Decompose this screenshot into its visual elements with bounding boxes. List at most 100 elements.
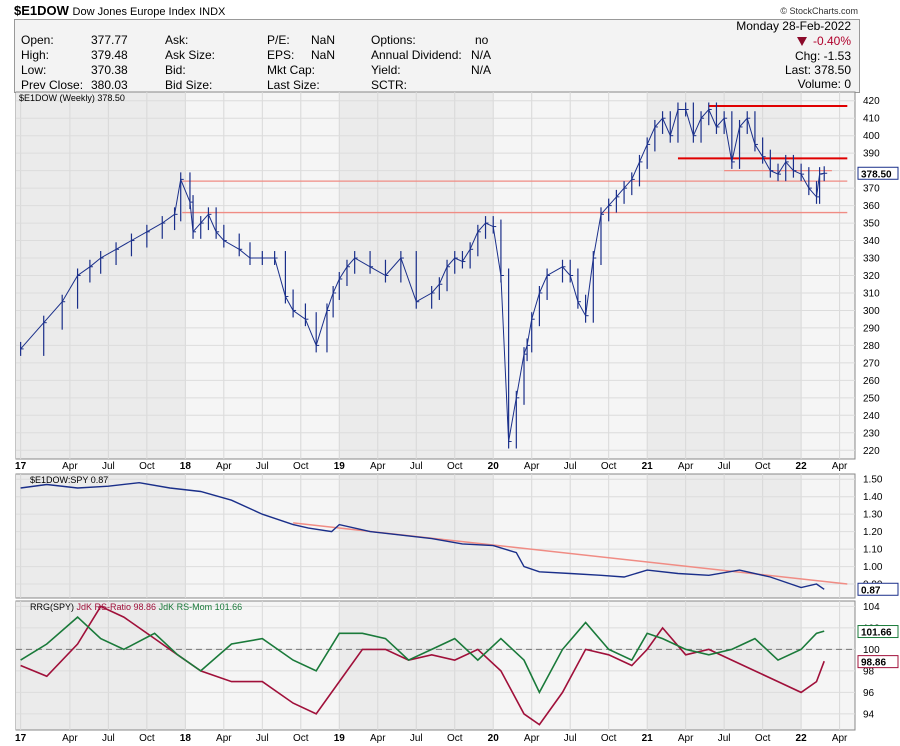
y-tick-label: 390 xyxy=(863,149,880,160)
y-tick-label: 400 xyxy=(863,131,880,142)
rrg-legend: RRG(SPY) JdK RS-Ratio 98.86 JdK RS-Mom 1… xyxy=(30,602,242,612)
prevclose-label: Prev Close: xyxy=(21,78,84,92)
y-tick-label: 280 xyxy=(863,341,880,352)
x-tick-label: Oct xyxy=(601,461,617,472)
change-value: Chg: -1.53 xyxy=(794,49,851,63)
annualdiv-value: N/A xyxy=(471,48,492,62)
rs-mom-last-label-box xyxy=(857,625,899,639)
quote-panel: Open: 377.77 High: 379.48 Low: 370.38 Pr… xyxy=(14,19,860,93)
rrg-title: RRG(SPY) xyxy=(30,602,77,612)
x-tick-label: Apr xyxy=(524,733,540,744)
eps-label: EPS: xyxy=(267,48,295,62)
x-tick-label: Apr xyxy=(370,461,386,472)
mktcap-label: Mkt Cap: xyxy=(267,63,316,77)
y-tick-label: 330 xyxy=(863,254,880,265)
low-label: Low: xyxy=(21,63,47,77)
quote-date: Monday 28-Feb-2022 xyxy=(736,19,851,33)
x-tick-label: Oct xyxy=(601,733,617,744)
x-tick-label: 20 xyxy=(488,461,500,472)
y-tick-label: 1.50 xyxy=(863,475,883,486)
price-line xyxy=(20,108,825,442)
y-tick-label: 94 xyxy=(863,709,875,720)
open-value: 377.77 xyxy=(91,33,128,47)
legend-rs_mom: JdK RS-Mom 101.66 xyxy=(159,602,243,612)
x-tick-label: 18 xyxy=(180,733,192,744)
x-tick-label: Apr xyxy=(678,461,694,472)
options-value: no xyxy=(475,33,489,47)
chart-title: $E1DOW Dow Jones Europe Index INDX xyxy=(14,3,225,18)
change-percent-value: -0.40% xyxy=(812,34,851,48)
x-tick-label: Apr xyxy=(832,733,848,744)
x-tick-label: Jul xyxy=(410,733,423,744)
x-tick-label: Oct xyxy=(139,733,155,744)
y-tick-label: 270 xyxy=(863,358,880,369)
y-tick-label: 100 xyxy=(863,645,880,656)
price-last-label-box xyxy=(857,166,899,180)
volume-value: Volume: 0 xyxy=(797,77,851,91)
last-value: Last: 378.50 xyxy=(784,63,851,77)
prevclose-value: 380.03 xyxy=(91,78,128,92)
y-tick-label: 1.10 xyxy=(863,545,883,556)
y-tick-label: 260 xyxy=(863,376,880,387)
ratio-last-label-box xyxy=(857,582,899,596)
x-tick-label: Oct xyxy=(755,733,771,744)
x-tick-label: Oct xyxy=(139,461,155,472)
down-arrow-icon xyxy=(796,37,807,47)
ratio-panel-title: $E1DOW:SPY 0.87 xyxy=(30,475,108,485)
x-tick-label: 19 xyxy=(334,733,346,744)
y-tick-label: 98 xyxy=(863,666,875,677)
sctr-label: SCTR: xyxy=(371,78,407,92)
y-tick-label: 240 xyxy=(863,411,880,422)
ratio-line xyxy=(20,481,825,590)
y-tick-label: 220 xyxy=(863,446,880,457)
y-tick-label: 250 xyxy=(863,393,880,404)
exchange: INDX xyxy=(199,6,226,18)
x-axis: 17 Apr Jul Oct 18 Apr Jul Oct 19 Apr Jul Oct 20 Apr Ju… xyxy=(15,461,848,744)
options-label: Options: xyxy=(371,33,416,47)
bidsize-label: Bid Size: xyxy=(165,78,213,92)
x-tick-label: Oct xyxy=(293,461,309,472)
x-tick-label: 22 xyxy=(796,733,808,744)
x-tick-label: 19 xyxy=(334,461,346,472)
pe-value: NaN xyxy=(311,33,336,47)
rrg-panel: 949698100102104RRG(SPY) JdK RS-Ratio 98.… xyxy=(15,600,899,731)
x-tick-label: 17 xyxy=(15,733,27,744)
ask-label: Ask: xyxy=(165,33,189,47)
x-tick-label: Jul xyxy=(410,461,423,472)
y-tick-label: 310 xyxy=(863,288,880,299)
x-tick-label: Apr xyxy=(832,461,848,472)
ratio-last-label: 0.87 xyxy=(861,585,881,596)
y-tick-label: 1.20 xyxy=(863,527,883,538)
x-tick-label: Oct xyxy=(447,461,463,472)
rs-mom-last-label: 101.66 xyxy=(861,628,892,639)
x-tick-label: Jul xyxy=(564,461,577,472)
x-tick-label: Jul xyxy=(718,461,731,472)
x-tick-label: Oct xyxy=(293,733,309,744)
bid-label: Bid: xyxy=(165,63,186,77)
x-tick-label: Apr xyxy=(370,733,386,744)
symbol: $E1DOW xyxy=(14,3,69,18)
y-tick-label: 1.40 xyxy=(863,492,883,503)
y-tick-label: 420 xyxy=(863,96,880,107)
y-tick-label: 1.30 xyxy=(863,510,883,521)
y-tick-label: 1.00 xyxy=(863,562,883,573)
y-tick-label: 360 xyxy=(863,201,880,212)
high-label: High: xyxy=(21,48,50,62)
ratio-panel: 0.901.001.101.201.301.401.50$E1DOW:SPY 0… xyxy=(15,473,899,599)
y-tick-label: 300 xyxy=(863,306,880,317)
y-tick-label: 290 xyxy=(863,323,880,334)
x-tick-label: 17 xyxy=(15,461,27,472)
y-tick-label: 340 xyxy=(863,236,880,247)
x-tick-label: Oct xyxy=(447,733,463,744)
high-value: 379.48 xyxy=(91,48,128,62)
rs-mom-line xyxy=(20,616,825,695)
price-panel: 220 230 240 250 260 270 280 290 300 310 320 330 340 3… xyxy=(15,91,899,460)
x-tick-label: Apr xyxy=(678,733,694,744)
y-tick-label: 350 xyxy=(863,219,880,230)
year-shade xyxy=(16,601,186,730)
brand-label: © StockCharts.com xyxy=(780,6,858,16)
price-panel-title: $E1DOW (Weekly) 378.50 xyxy=(19,93,125,103)
x-tick-label: Jul xyxy=(718,733,731,744)
x-tick-label: Oct xyxy=(755,461,771,472)
